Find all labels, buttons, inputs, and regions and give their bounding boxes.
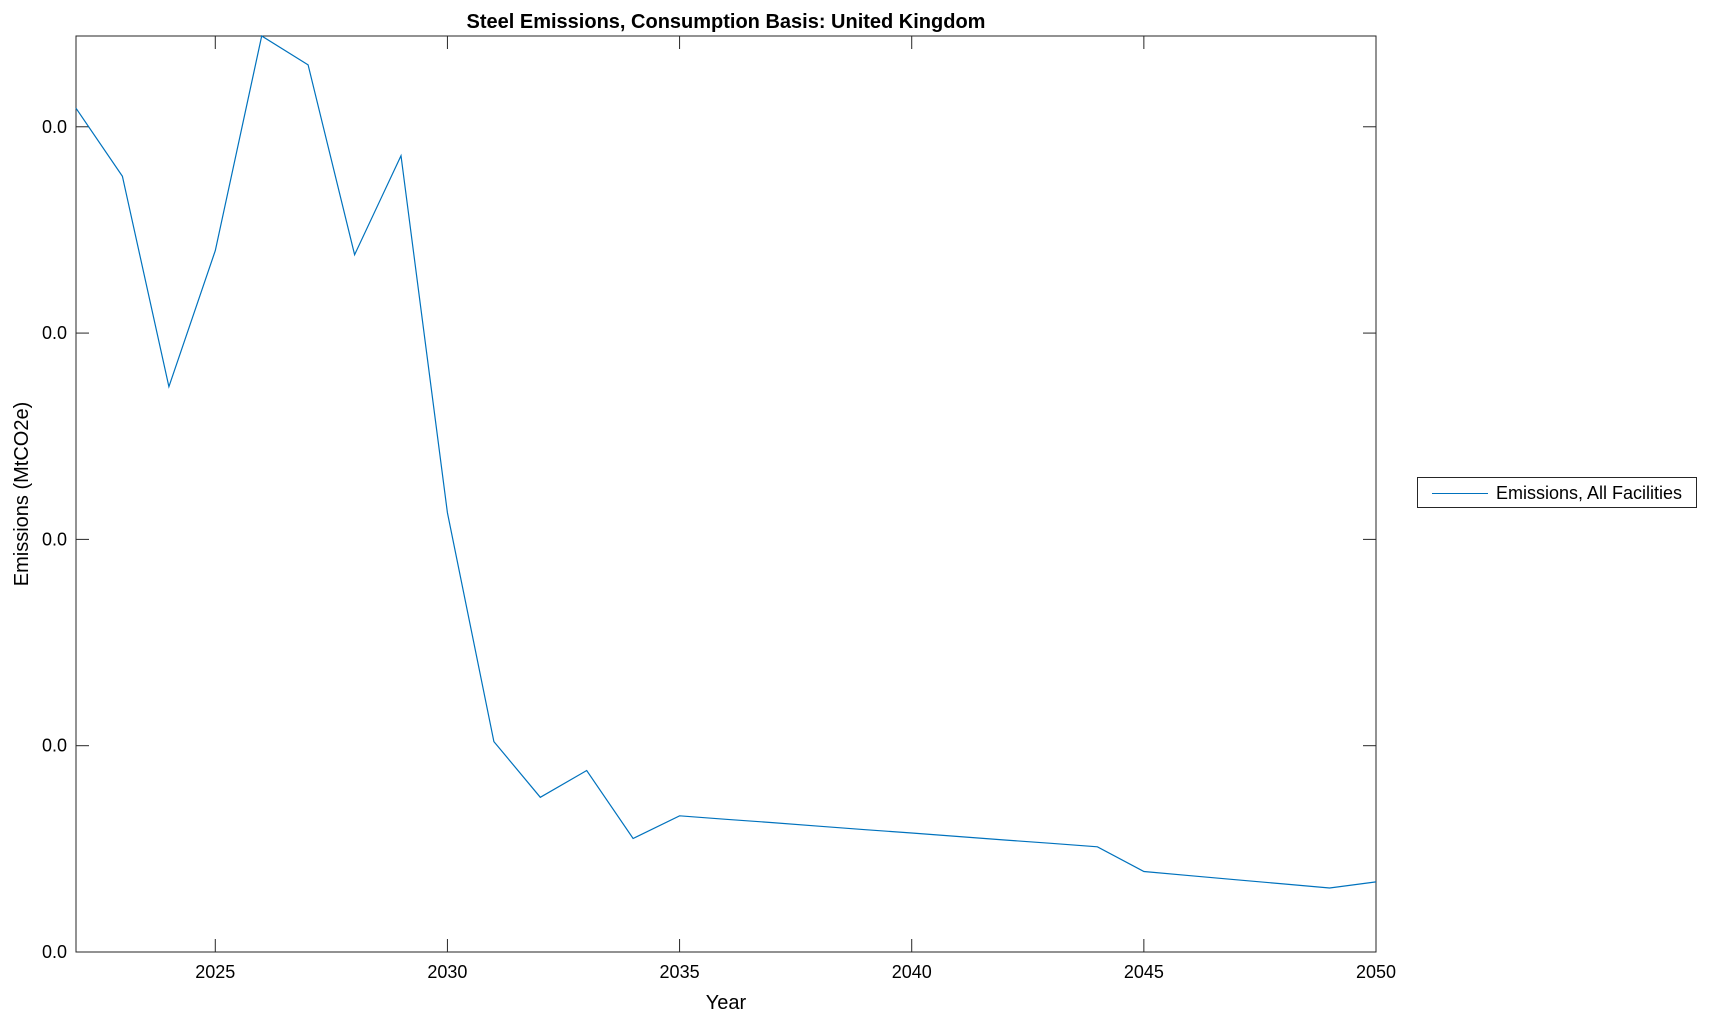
x-tick-label: 2035	[660, 962, 700, 982]
y-tick-label: 0.0	[42, 736, 67, 756]
x-axis-label: Year	[706, 992, 747, 1014]
y-tick-label: 0.0	[42, 323, 67, 343]
x-tick-label: 2040	[892, 962, 932, 982]
x-tick-label: 2050	[1356, 962, 1396, 982]
x-tick-label: 2030	[427, 962, 467, 982]
y-tick-label: 0.0	[42, 529, 67, 549]
legend-entry: Emissions, All Facilities	[1496, 483, 1683, 503]
y-axis-label: Emissions (MtCO2e)	[11, 402, 33, 586]
y-tick-label: 0.0	[42, 942, 67, 962]
plot-area	[75, 35, 1377, 953]
x-tick-label: 2025	[195, 962, 235, 982]
series-line-emissions-all-facilities	[75, 35, 1377, 889]
y-tick-label: 0.0	[42, 117, 67, 137]
x-tick-label: 2045	[1124, 962, 1164, 982]
chart-title: Steel Emissions, Consumption Basis: Unit…	[467, 11, 986, 33]
legend-line-swatch	[1432, 493, 1488, 494]
legend: Emissions, All Facilities	[1417, 477, 1697, 508]
